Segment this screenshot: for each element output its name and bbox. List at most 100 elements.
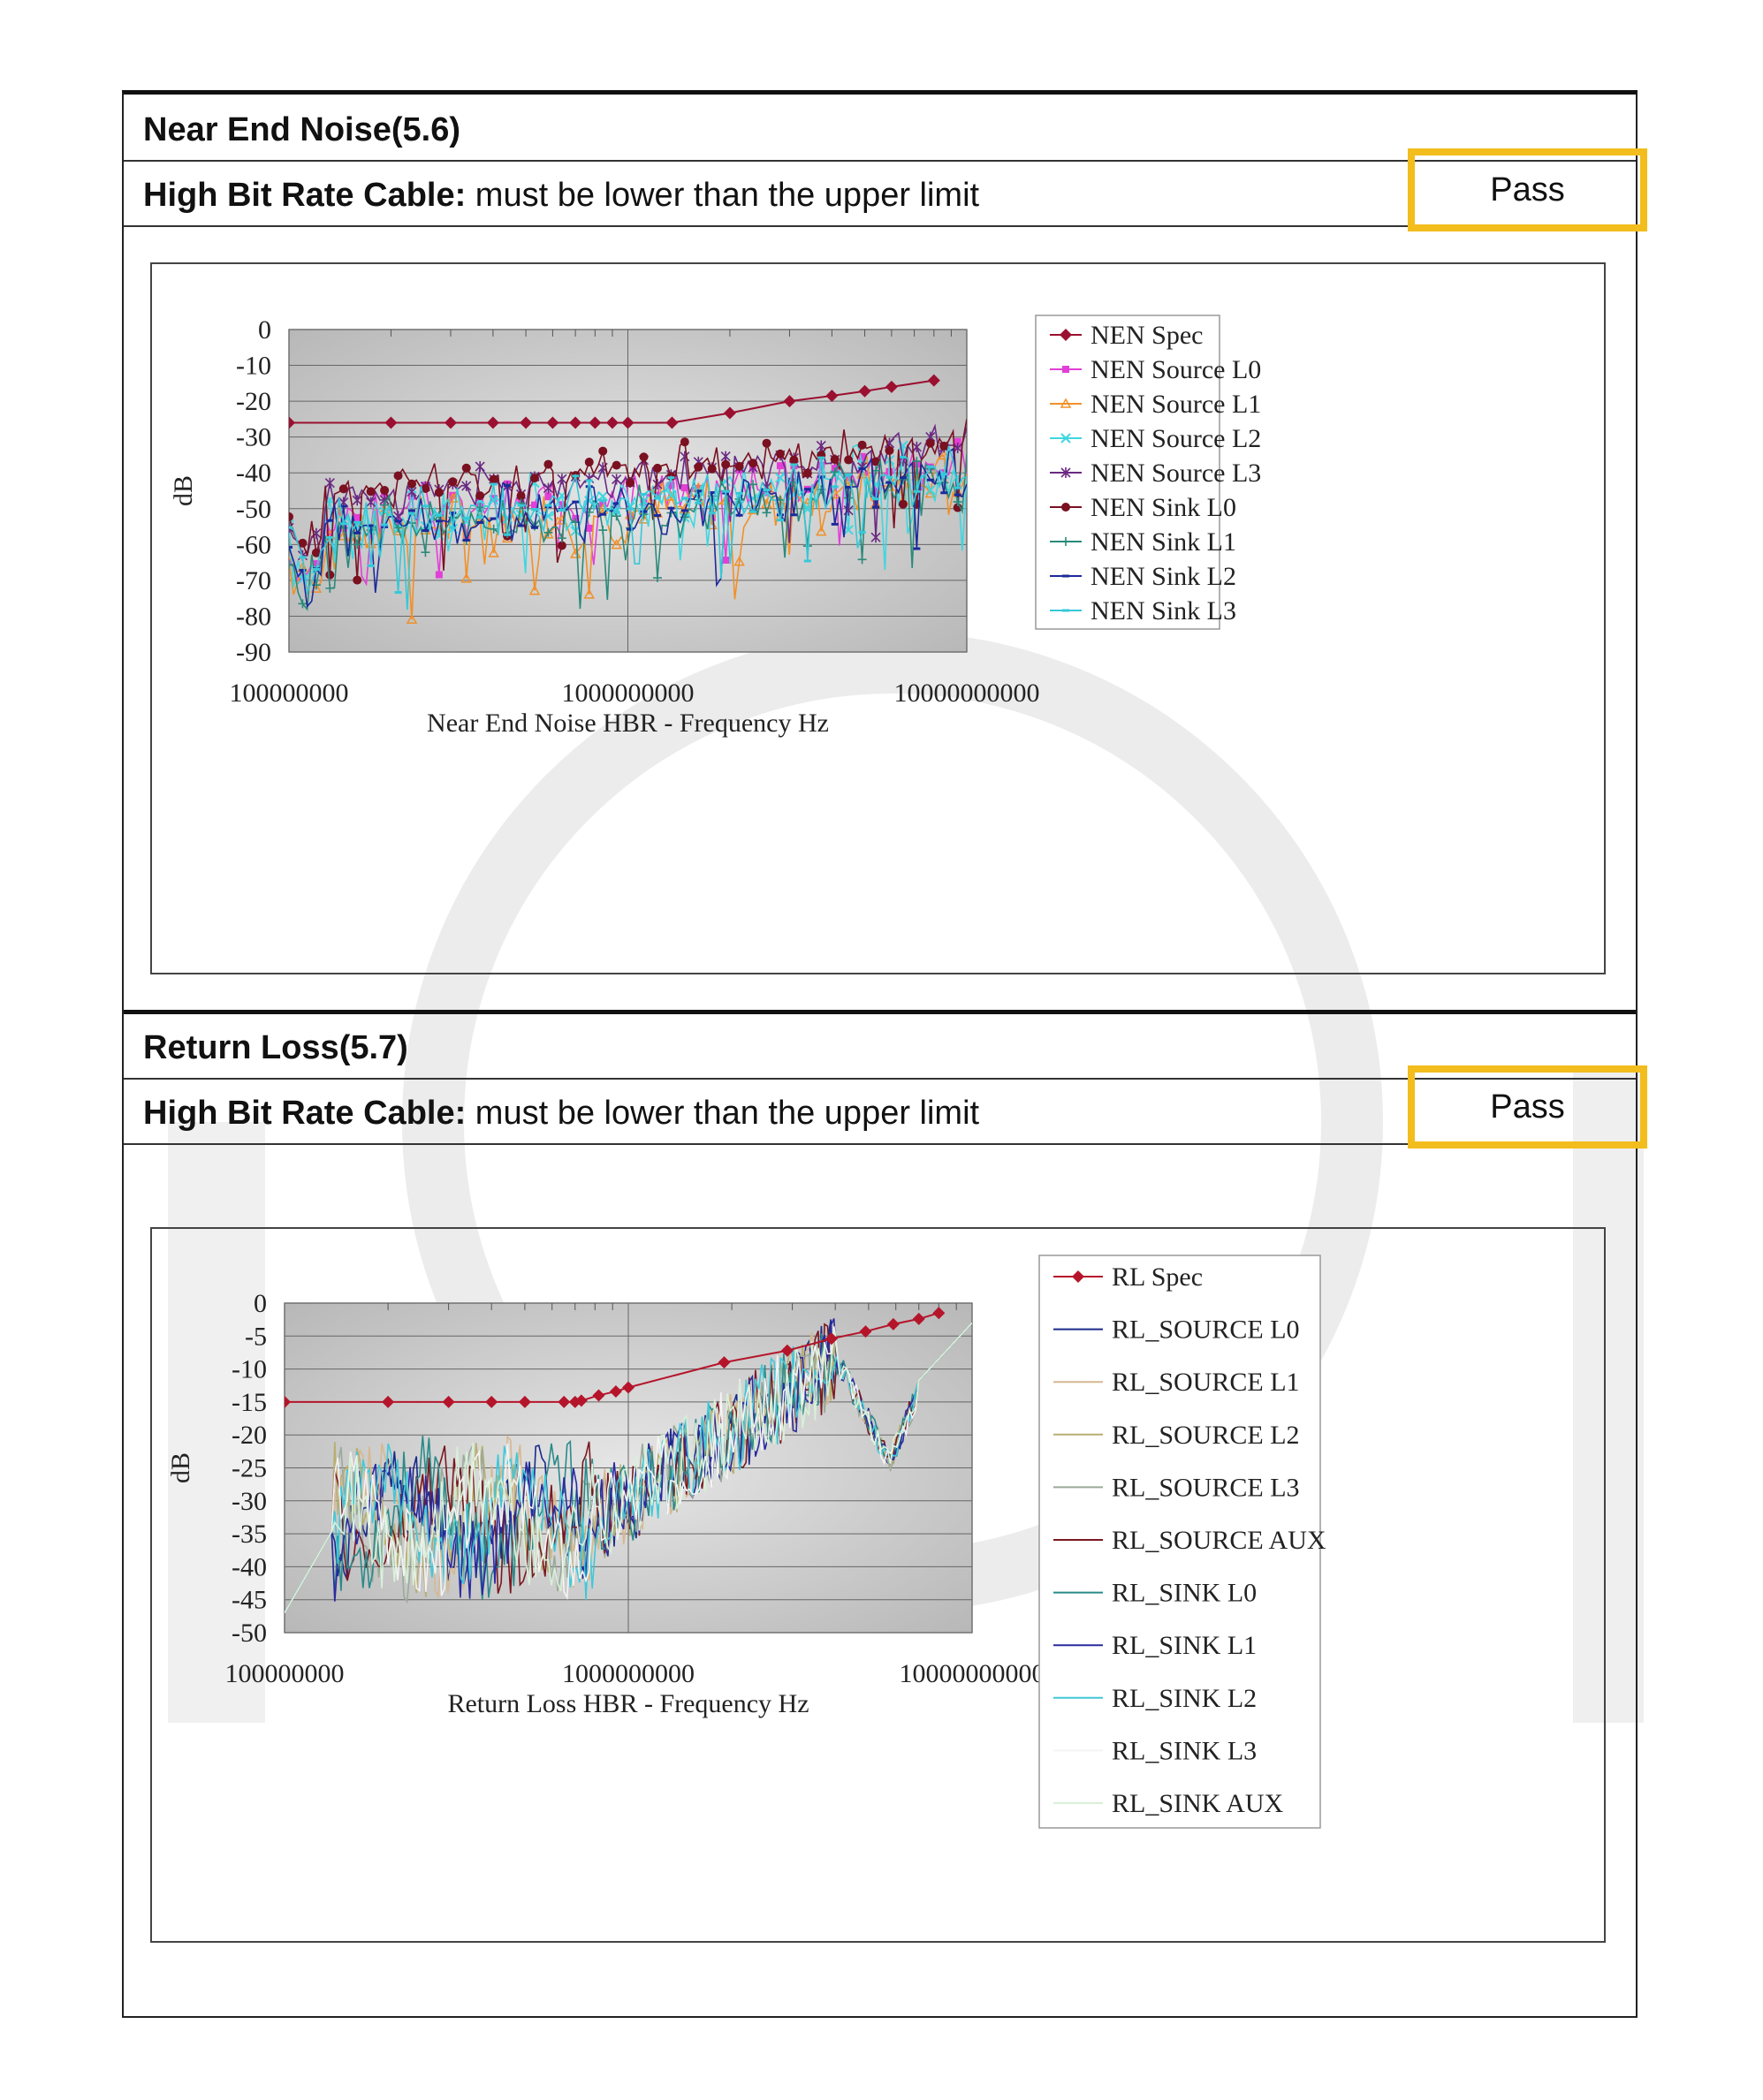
nen-data-point <box>626 478 635 488</box>
y-tick-label: -50 <box>236 495 271 524</box>
nen-data-point <box>326 535 334 539</box>
nen-data-point <box>312 560 320 568</box>
legend-label: RL_SOURCE L3 <box>1112 1473 1300 1502</box>
x-tick-label: 1000000000 <box>562 1659 695 1688</box>
rl-spec-point <box>622 1381 635 1394</box>
nen-data-point <box>639 452 649 462</box>
legend-marker <box>1072 1270 1084 1283</box>
nen-data-point <box>449 491 457 499</box>
legend-label: RL_SOURCE AUX <box>1112 1526 1326 1555</box>
nen-data-point <box>367 564 375 567</box>
legend-marker <box>1061 537 1070 546</box>
requirement-text: High Bit Rate Cable: must be lower than … <box>143 1096 979 1130</box>
nen-data-point <box>422 529 429 533</box>
rl-spec-point <box>592 1389 605 1402</box>
y-tick-label: -25 <box>232 1454 267 1483</box>
nen-data-point <box>708 512 716 515</box>
nen-data-point <box>831 522 839 526</box>
nen-data-point <box>353 575 362 585</box>
rl-spec-point <box>285 1395 291 1408</box>
nen-data-point <box>530 501 538 509</box>
nen-data-point <box>598 526 608 535</box>
nen-data-point <box>339 504 347 508</box>
nen-data-point <box>680 437 689 447</box>
legend-entry: RL_SOURCE L3 <box>1053 1473 1300 1502</box>
nen-data-point <box>762 508 771 518</box>
nen-data-point <box>367 524 375 527</box>
nen-data-point <box>462 517 470 520</box>
legend-entry: NEN Sink L3 <box>1050 596 1236 625</box>
nen-data-point <box>953 497 962 507</box>
legend-marker <box>1062 574 1069 578</box>
nen-data-point <box>353 540 362 550</box>
nen-data-point <box>299 572 307 580</box>
legend-label: RL_SINK L2 <box>1112 1684 1257 1713</box>
legend-entry: NEN Sink L0 <box>1050 493 1236 522</box>
nen-spec-point <box>621 416 635 429</box>
y-tick-label: -10 <box>232 1355 267 1384</box>
nen-data-point <box>695 501 703 504</box>
nen-data-point <box>721 459 731 469</box>
nen-data-point <box>844 455 854 465</box>
nen-data-point <box>722 489 730 493</box>
y-tick-label: -60 <box>236 530 271 559</box>
nen-data-point <box>572 474 580 478</box>
rl-spec-point <box>558 1395 571 1408</box>
rl-spec-point <box>442 1395 455 1408</box>
nen-data-point <box>667 506 675 510</box>
nen-data-point <box>462 538 470 542</box>
nen-spec-point <box>444 416 457 429</box>
nen-data-point <box>543 528 554 539</box>
nen-data-point <box>584 507 594 517</box>
rl-spec-point <box>382 1395 395 1408</box>
nen-data-point <box>652 479 663 490</box>
y-axis-label: dB <box>166 1452 195 1483</box>
nen-data-point <box>585 479 593 482</box>
nen-data-point <box>925 484 936 496</box>
requirement-text: High Bit Rate Cable: must be lower than … <box>143 178 979 212</box>
nen-series <box>289 445 967 610</box>
nen-data-point <box>543 527 553 537</box>
nen-data-point <box>289 512 293 521</box>
nen-data-point <box>872 488 880 496</box>
nen-data-point <box>911 441 922 452</box>
nen-data-point <box>762 438 771 448</box>
nen-data-point <box>763 489 771 492</box>
legend-label: RL_SOURCE L0 <box>1112 1315 1300 1345</box>
nen-data-point <box>695 489 703 493</box>
nen-data-point <box>407 512 415 515</box>
nen-data-point <box>749 480 758 489</box>
nen-series-line <box>289 447 967 609</box>
nen-data-point <box>324 477 335 489</box>
nen-series-line <box>289 419 967 580</box>
nen-data-point <box>488 547 499 557</box>
nen-data-point <box>435 519 443 523</box>
x-tick-label: 10000000000 <box>900 1659 1045 1688</box>
nen-data-point <box>435 571 443 579</box>
nen-data-point <box>939 441 949 451</box>
y-axis-label: dB <box>169 475 198 506</box>
nen-data-point <box>871 457 881 466</box>
nen-data-point <box>392 511 404 522</box>
nen-data-point <box>516 491 526 501</box>
return-loss-chart: 0 -5 -10 -15 -20 -25 -30 -35 -40 -45 -50 100000000 1… <box>166 1255 1326 1829</box>
legend-label: NEN Source L1 <box>1090 390 1261 419</box>
nen-data-point <box>776 462 784 470</box>
nen-spec-point <box>289 416 295 429</box>
nen-data-point <box>802 468 812 478</box>
nen-data-point <box>558 509 566 512</box>
x-axis-label: Return Loss HBR - Frequency Hz <box>447 1689 809 1718</box>
nen-data-point <box>913 489 921 493</box>
nen-data-point <box>475 491 485 501</box>
nen-spec-point <box>927 374 940 387</box>
nen-data-point <box>653 513 661 517</box>
nen-data-point <box>612 474 622 485</box>
plot-series-group <box>289 374 967 625</box>
nen-data-point <box>544 493 552 501</box>
legend-entry: NEN Source L3 <box>1050 459 1261 488</box>
nen-data-point <box>845 473 853 476</box>
nen-data-point <box>599 499 607 503</box>
y-tick-label: -70 <box>236 566 271 595</box>
nen-data-point <box>858 531 866 534</box>
nen-data-point <box>899 476 907 480</box>
